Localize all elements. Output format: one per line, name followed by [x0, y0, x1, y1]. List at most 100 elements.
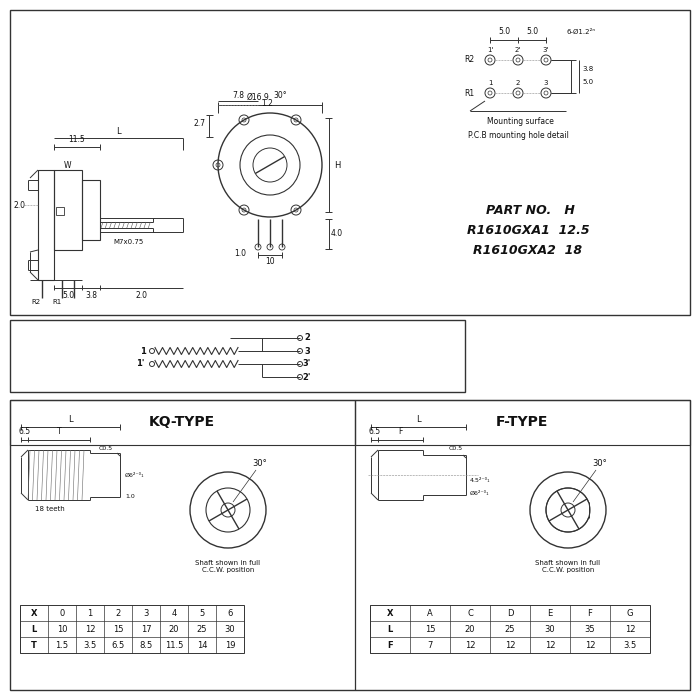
Text: M7x0.75: M7x0.75 [113, 239, 143, 245]
Bar [54, 170, 82, 250]
Text: C0.5: C0.5 [99, 447, 113, 452]
Text: 12: 12 [85, 624, 95, 634]
Text: H: H [334, 160, 340, 169]
Text: L: L [68, 416, 72, 424]
Text: 6: 6 [228, 608, 232, 617]
Bar [38, 170, 54, 280]
Text: 10: 10 [57, 624, 67, 634]
Text: L: L [387, 624, 393, 634]
Text: 3': 3' [542, 47, 550, 53]
Text: 1.5: 1.5 [55, 640, 69, 650]
Text: Mounting surface: Mounting surface [486, 116, 554, 125]
Text: 3.8: 3.8 [85, 290, 97, 300]
Text: 1.0: 1.0 [234, 248, 246, 258]
Text: 5.0: 5.0 [526, 27, 538, 36]
Text: 2': 2' [303, 372, 312, 382]
Text: 25: 25 [197, 624, 207, 634]
Text: 6.5: 6.5 [369, 428, 381, 437]
Text: 12: 12 [505, 640, 515, 650]
Text: 30°: 30° [593, 459, 608, 468]
Text: 7: 7 [427, 640, 433, 650]
Text: 3: 3 [544, 80, 548, 86]
Bar [56, 207, 64, 215]
Text: PART NO.   H: PART NO. H [486, 204, 575, 216]
Bar [20, 605, 244, 653]
Text: D: D [507, 608, 513, 617]
Text: 5: 5 [199, 608, 204, 617]
Text: F: F [398, 428, 402, 437]
Text: 2: 2 [516, 80, 520, 86]
Text: 4: 4 [172, 608, 176, 617]
Text: X: X [31, 608, 37, 617]
Text: L: L [116, 127, 120, 136]
Text: R1610GXA2  18: R1610GXA2 18 [473, 244, 582, 258]
Text: R2: R2 [31, 299, 40, 305]
Text: 5.0: 5.0 [498, 27, 510, 36]
Text: 2: 2 [116, 608, 120, 617]
Text: P.C.B mounting hole detail: P.C.B mounting hole detail [468, 130, 568, 139]
Text: 15: 15 [425, 624, 435, 634]
Text: F: F [587, 608, 592, 617]
Text: 2.0: 2.0 [14, 200, 26, 209]
Text: 8.5: 8.5 [139, 640, 153, 650]
Text: C: C [467, 608, 473, 617]
Bar [82, 180, 100, 240]
Bar [10, 400, 355, 445]
Text: 1: 1 [88, 608, 92, 617]
Text: 6.5: 6.5 [111, 640, 125, 650]
Text: 15: 15 [113, 624, 123, 634]
Text: 1.2: 1.2 [261, 99, 273, 108]
Text: 3.8: 3.8 [582, 66, 594, 72]
Text: 5.0: 5.0 [62, 290, 74, 300]
Text: Shaft shown in full
C.C.W. position: Shaft shown in full C.C.W. position [195, 560, 260, 573]
Text: F: F [387, 640, 393, 650]
Text: Ø6²⁻⁰₁: Ø6²⁻⁰₁ [125, 473, 145, 477]
Text: 3: 3 [304, 346, 310, 356]
Bar [10, 10, 690, 315]
Text: L: L [416, 416, 420, 424]
Text: 2.7: 2.7 [194, 120, 206, 129]
Text: 19: 19 [225, 640, 235, 650]
Text: 1: 1 [140, 346, 146, 356]
Text: 12: 12 [545, 640, 555, 650]
Text: R1: R1 [52, 299, 62, 305]
Text: C0.5: C0.5 [449, 447, 463, 452]
Text: Shaft shown in full
C.C.W. position: Shaft shown in full C.C.W. position [536, 560, 601, 573]
Text: T: T [57, 428, 62, 437]
Text: 1.0: 1.0 [125, 494, 134, 500]
Text: 11.5: 11.5 [164, 640, 183, 650]
Bar [10, 320, 465, 392]
Text: 17: 17 [141, 624, 151, 634]
Text: A: A [427, 608, 433, 617]
Text: R2: R2 [464, 55, 474, 64]
Text: 10: 10 [265, 258, 275, 267]
Text: 7.8: 7.8 [232, 90, 244, 99]
Text: 1': 1' [486, 47, 493, 53]
Text: 4.0: 4.0 [331, 230, 343, 239]
Text: G: G [626, 608, 634, 617]
Text: 12: 12 [584, 640, 595, 650]
Text: L: L [32, 624, 36, 634]
Bar [10, 400, 690, 690]
Bar [355, 400, 690, 445]
Text: KQ-TYPE: KQ-TYPE [149, 415, 215, 429]
Text: 6-Ø1.2²ⁿ: 6-Ø1.2²ⁿ [566, 29, 596, 35]
Text: 1': 1' [136, 360, 144, 368]
Text: 14: 14 [197, 640, 207, 650]
Text: 6.5: 6.5 [19, 428, 31, 437]
Text: W: W [64, 160, 71, 169]
Text: 30: 30 [545, 624, 555, 634]
Text: 12: 12 [624, 624, 636, 634]
Text: R1: R1 [464, 88, 474, 97]
Text: 11.5: 11.5 [69, 136, 85, 144]
Text: 30°: 30° [273, 90, 287, 99]
Text: 25: 25 [505, 624, 515, 634]
Text: 3.5: 3.5 [624, 640, 636, 650]
Text: 1: 1 [488, 80, 492, 86]
Text: 35: 35 [584, 624, 595, 634]
Text: F-TYPE: F-TYPE [496, 415, 548, 429]
Text: E: E [547, 608, 552, 617]
Text: 18 teeth: 18 teeth [35, 506, 65, 512]
Text: R1610GXA1  12.5: R1610GXA1 12.5 [467, 225, 589, 237]
Text: 20: 20 [169, 624, 179, 634]
